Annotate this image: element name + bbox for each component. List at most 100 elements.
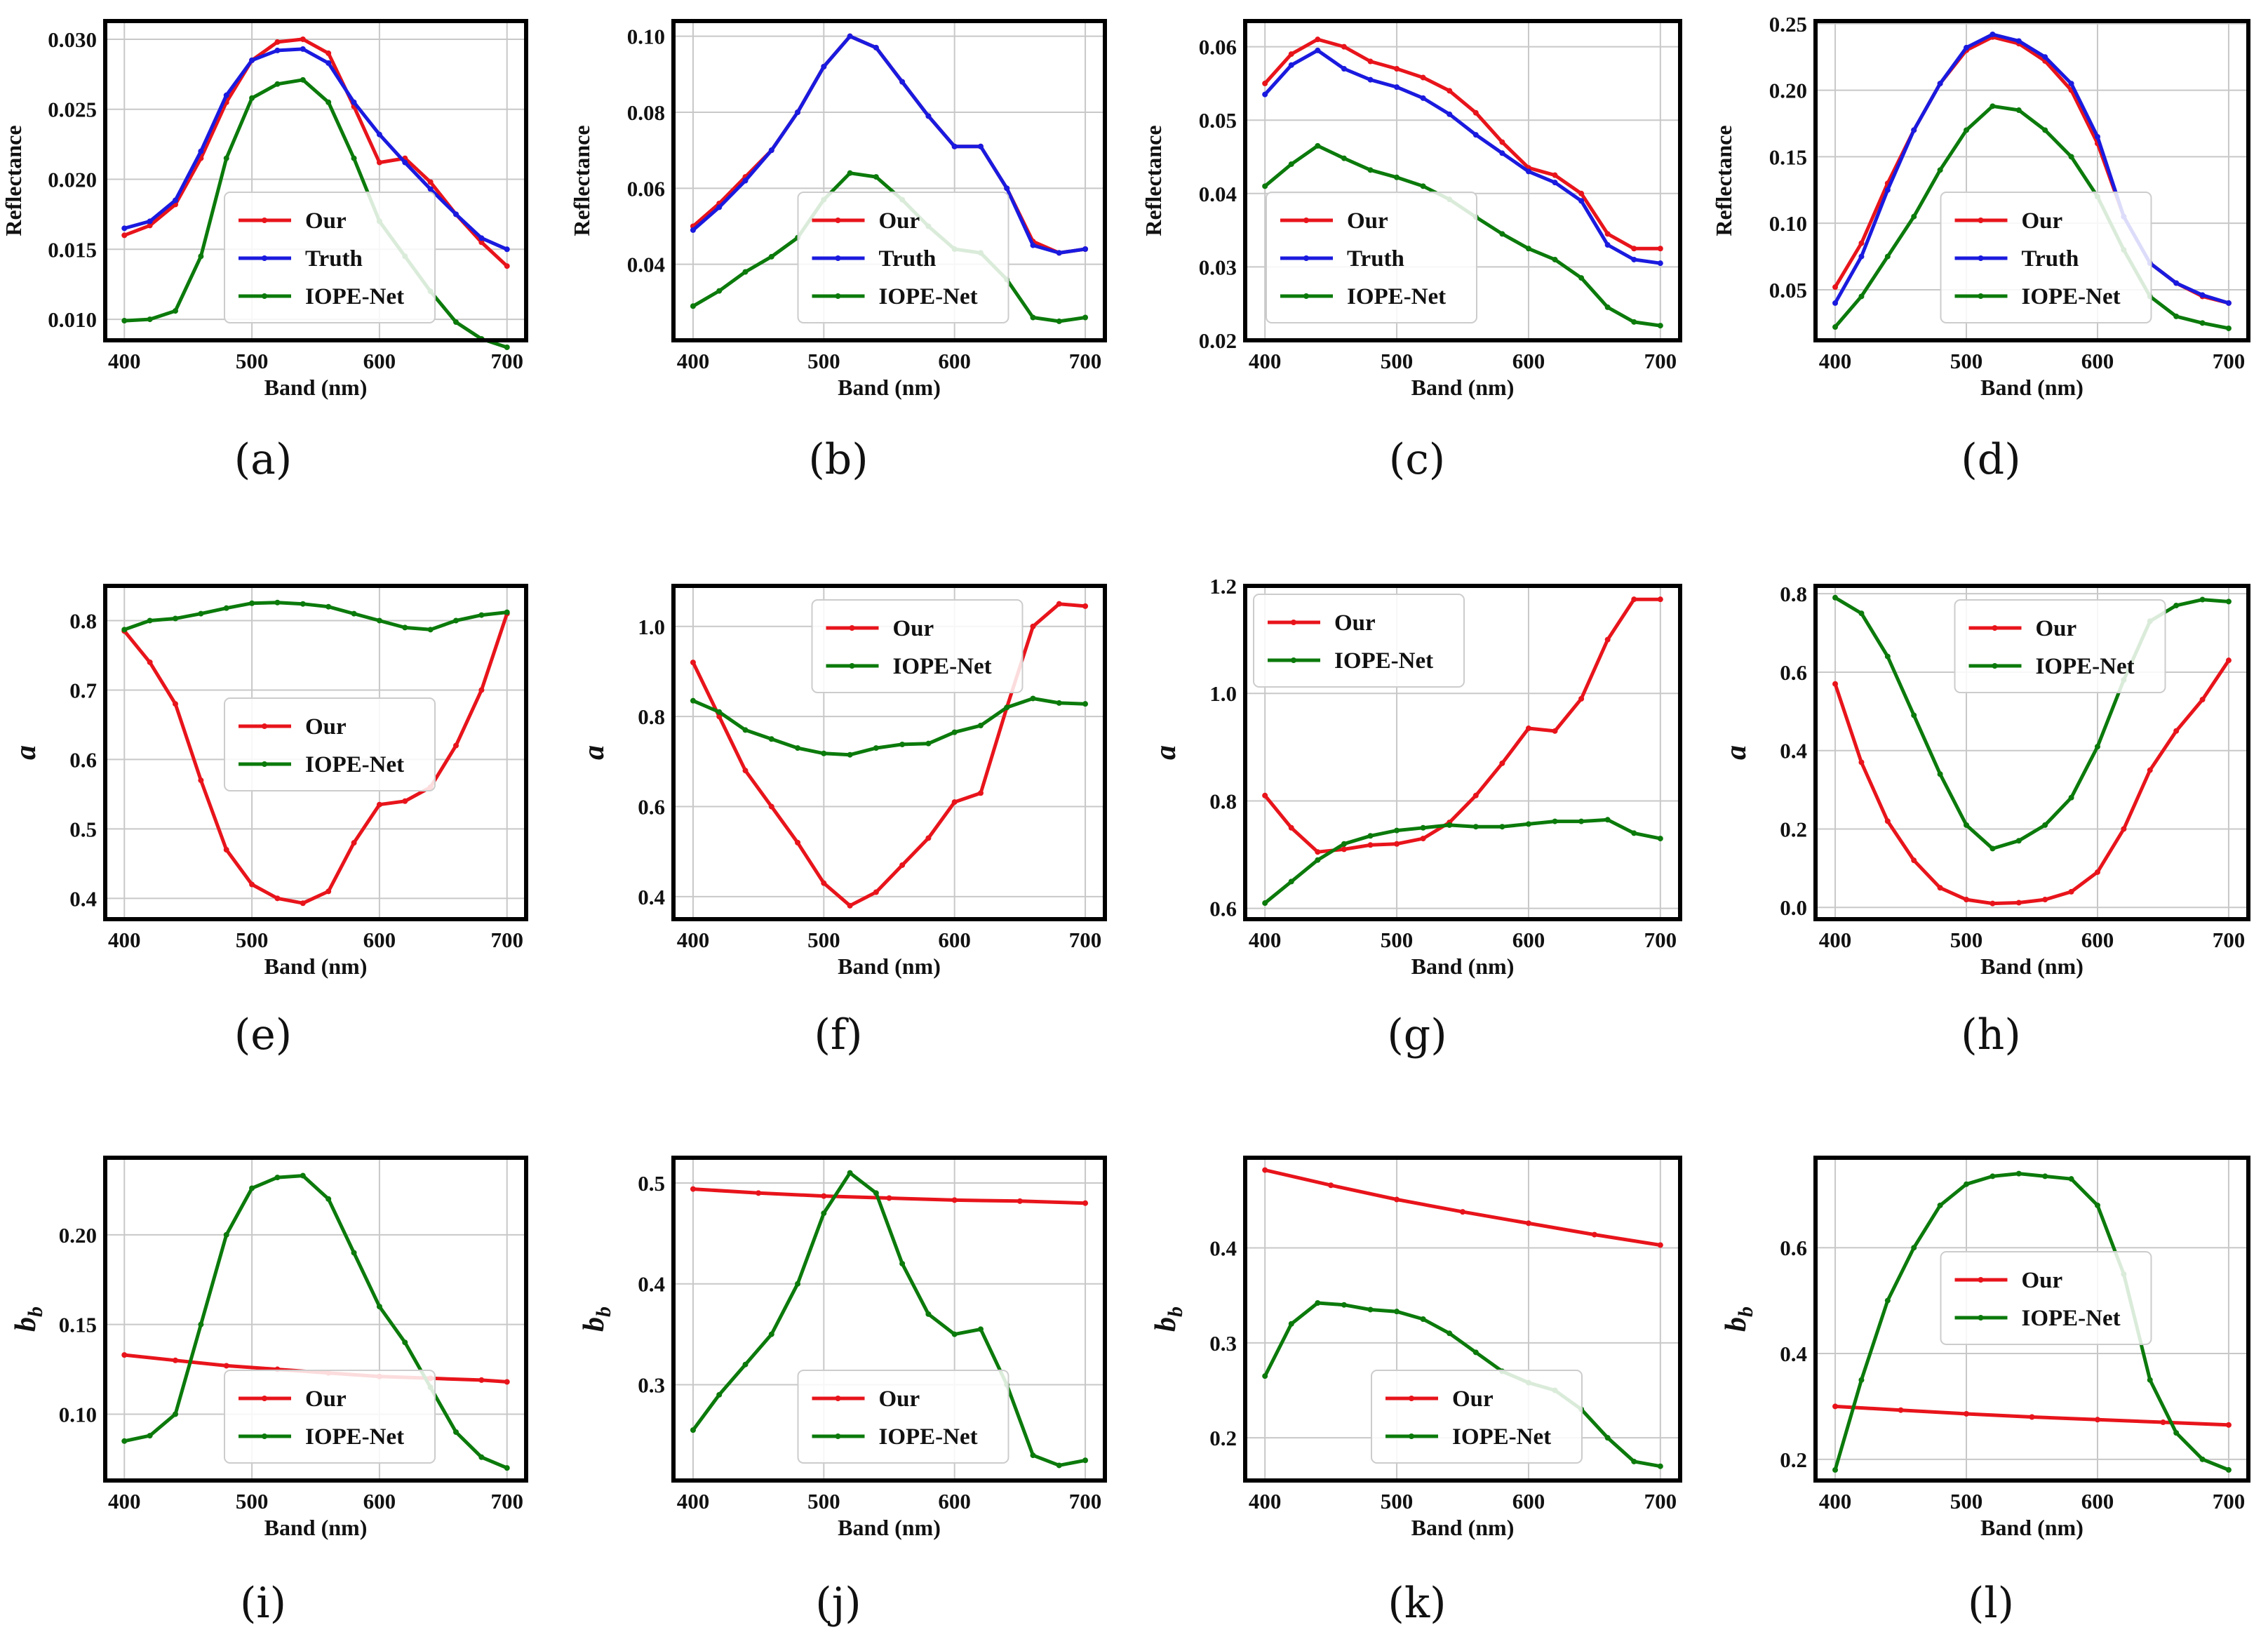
data-point <box>2042 897 2048 903</box>
data-point <box>742 768 749 774</box>
data-point <box>1030 623 1036 629</box>
x-tick-label: 500 <box>1381 349 1414 373</box>
data-point <box>504 1379 510 1385</box>
plot-frame <box>671 1156 1107 1483</box>
legend: Our IOPE-Net <box>224 1370 436 1464</box>
data-point <box>1315 1300 1321 1306</box>
series-line <box>123 1174 508 1470</box>
legend: Our Truth IOPE-Net <box>224 192 436 323</box>
data-point <box>925 835 932 841</box>
data-point <box>1056 1462 1062 1469</box>
legend-marker <box>1291 620 1296 625</box>
data-point <box>2199 1456 2206 1462</box>
legend-marker <box>835 1396 841 1401</box>
data-point <box>300 76 306 83</box>
data-point <box>300 601 306 607</box>
x-axis-label: Band (nm) <box>264 1515 368 1540</box>
legend-label: IOPE-Net <box>893 654 992 679</box>
x-tick-label: 700 <box>490 1489 523 1513</box>
data-point <box>1631 830 1637 836</box>
data-point <box>326 50 332 56</box>
data-point <box>1447 111 1453 117</box>
y-tick-label: 0.020 <box>48 168 97 192</box>
data-point <box>2199 697 2206 703</box>
legend-marker <box>262 1433 267 1439</box>
data-point <box>376 159 382 166</box>
data-point <box>1447 1330 1453 1337</box>
data-point <box>326 60 332 66</box>
data-point <box>821 64 827 69</box>
data-point <box>121 225 128 232</box>
x-tick-label: 700 <box>1644 1489 1677 1513</box>
y-tick-label: 0.08 <box>627 100 665 125</box>
legend-box <box>224 192 436 323</box>
legend: Our Truth IOPE-Net <box>1940 192 2152 323</box>
x-tick-label: 400 <box>1249 928 1282 952</box>
data-point <box>951 729 958 735</box>
plot-frame <box>103 19 528 342</box>
legend-marker <box>849 663 855 669</box>
data-point <box>1964 1181 1970 1187</box>
y-axis-subscript: b <box>1734 1306 1757 1317</box>
y-tick-label: 0.25 <box>1769 12 1807 36</box>
series-line <box>124 78 508 349</box>
x-tick-label: 700 <box>2213 349 2246 373</box>
data-point <box>223 847 229 853</box>
y-tick-label: 0.8 <box>1209 789 1237 813</box>
legend-marker <box>1978 1315 1984 1321</box>
data-point <box>1578 695 1585 702</box>
legend: Our IOPE-Net <box>1940 1251 2152 1345</box>
data-point <box>274 895 281 902</box>
data-point <box>1056 601 1062 607</box>
data-point <box>427 179 434 185</box>
data-point <box>1657 1463 1663 1469</box>
data-point <box>504 344 510 350</box>
data-point <box>1911 127 1917 133</box>
x-axis-label: Band (nm) <box>1980 954 2084 979</box>
data-point <box>1262 80 1268 86</box>
x-tick-label: 500 <box>1950 1489 1983 1513</box>
data-point <box>2042 54 2048 60</box>
legend-box <box>1253 594 1465 688</box>
data-point <box>1657 246 1663 252</box>
panel-label: (g) <box>1387 1010 1447 1060</box>
y-tick-label: 0.6 <box>1209 897 1237 921</box>
data-point <box>2199 596 2206 603</box>
data-point <box>1964 44 1970 51</box>
data-point <box>1832 1403 1839 1410</box>
data-point <box>147 617 153 624</box>
data-point <box>951 1331 958 1337</box>
data-point <box>453 319 459 326</box>
chart-panel: 400 500 600 700 0.010 0.015 0.020 0.025 0.030 Ban… <box>1 19 528 400</box>
data-point <box>1832 324 1839 330</box>
legend-box <box>1954 599 2166 693</box>
y-tick-label: 0.7 <box>69 678 97 702</box>
data-point <box>351 155 357 161</box>
data-point <box>2199 292 2206 298</box>
y-tick-label: 0.5 <box>69 817 97 841</box>
legend-box <box>1940 192 2152 323</box>
data-point <box>925 740 932 747</box>
y-tick-label: 0.0 <box>1780 895 1807 920</box>
data-point <box>173 197 178 203</box>
data-point <box>1604 304 1611 310</box>
data-point <box>2225 325 2232 331</box>
series-line <box>692 34 1086 255</box>
x-tick-label: 400 <box>108 928 141 952</box>
y-tick-label: 0.6 <box>69 747 97 772</box>
y-axis-label: a <box>578 745 610 760</box>
data-point <box>925 113 932 119</box>
y-tick-label: 0.010 <box>48 307 97 332</box>
data-point <box>1604 817 1611 823</box>
data-point <box>1552 728 1558 734</box>
y-tick-label: 0.04 <box>627 253 665 277</box>
y-tick-label: 0.6 <box>1780 660 1807 685</box>
x-tick-label: 500 <box>236 1489 269 1513</box>
data-point <box>1884 187 1891 193</box>
series-line <box>1263 37 1660 250</box>
data-point <box>1082 314 1089 321</box>
data-point <box>1858 240 1865 246</box>
x-tick-label: 400 <box>108 349 141 373</box>
legend-label: Our <box>1334 610 1376 636</box>
data-point <box>504 263 510 269</box>
